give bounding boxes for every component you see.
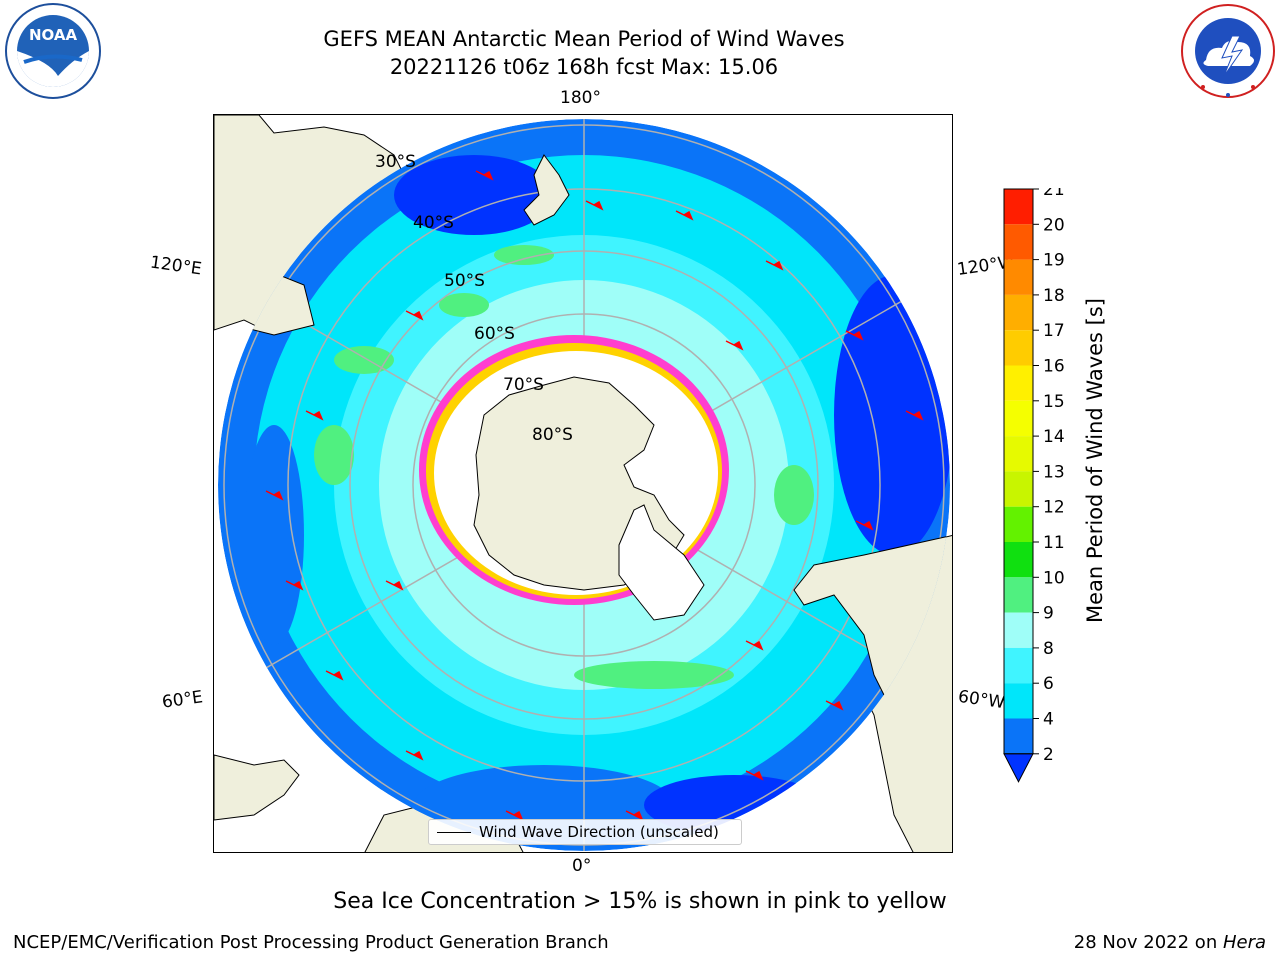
colorbar-tick-label: 13 — [1043, 462, 1065, 482]
colorbar-tick-label: 21 — [1043, 188, 1065, 200]
colorbar-bin — [1004, 294, 1033, 331]
colorbar-bin — [1004, 577, 1033, 613]
colorbar-tick-label: 15 — [1043, 392, 1065, 412]
colorbar-tick-label: 17 — [1043, 321, 1065, 341]
footer-host: Hera — [1222, 932, 1266, 953]
colorbar-bin — [1004, 506, 1033, 542]
map-legend: Wind Wave Direction (unscaled) — [428, 819, 742, 845]
colorbar-bin — [1004, 365, 1033, 401]
lat-label-70s: 70°S — [503, 375, 544, 395]
colorbar-bin — [1004, 647, 1033, 684]
lon-label-120e: 120°E — [148, 252, 203, 280]
colorbar-tick-label: 8 — [1043, 639, 1054, 659]
nws-logo — [1181, 4, 1275, 98]
lon-label-180: 180° — [560, 88, 601, 108]
footer-date: 28 Nov 2022 on Hera — [1074, 932, 1266, 953]
colorbar-tick-label: 9 — [1043, 604, 1054, 624]
noaa-logo-text: NOAA — [29, 26, 78, 44]
colorbar-tick-label: 12 — [1043, 498, 1065, 518]
ice-note: Sea Ice Concentration > 15% is shown in … — [333, 889, 947, 914]
colorbar-bin — [1004, 683, 1033, 719]
lat-label-40s: 40°S — [413, 213, 454, 233]
colorbar-bin — [1004, 189, 1033, 225]
colorbar-tick-label: 20 — [1043, 215, 1065, 235]
footer-date-text: 28 Nov 2022 on — [1073, 932, 1223, 953]
colorbar-bin — [1004, 400, 1033, 437]
colorbar-tick-label: 2 — [1043, 745, 1054, 765]
colorbar-bin — [1004, 330, 1033, 366]
colorbar-bin — [1004, 471, 1033, 507]
colorbar-tick-label: 11 — [1043, 533, 1065, 553]
lat-label-80s: 80°S — [532, 425, 573, 445]
chart-title: GEFS MEAN Antarctic Mean Period of Wind … — [323, 27, 845, 51]
lat-label-50s: 50°S — [444, 271, 485, 291]
colorbar-bin — [1004, 259, 1033, 295]
lon-label-60w: 60°W — [956, 686, 1007, 714]
lon-label-60e: 60°E — [160, 687, 205, 713]
colorbar-tick-label: 4 — [1043, 710, 1054, 730]
wind-wave-arrows — [265, 170, 924, 821]
lat-label-60s: 60°S — [474, 324, 515, 344]
colorbar-tick-label: 18 — [1043, 286, 1065, 306]
colorbar-tick-label: 6 — [1043, 674, 1054, 694]
colorbar-bin — [1004, 612, 1033, 648]
colorbar-tick-label: 16 — [1043, 357, 1065, 377]
colorbar-bin — [1004, 436, 1033, 472]
colorbar-under-arrow — [1003, 753, 1034, 783]
chart-subtitle: 20221126 t06z 168h fcst Max: 15.06 — [389, 55, 779, 79]
polar-map — [213, 114, 953, 853]
noaa-logo: NOAA — [5, 3, 101, 99]
colorbar-tick-label: 10 — [1043, 568, 1065, 588]
colorbar-tick-label: 19 — [1043, 251, 1065, 271]
lon-label-0: 0° — [572, 856, 592, 876]
lat-label-30s: 30°S — [375, 152, 416, 172]
map-canvas — [214, 115, 952, 852]
colorbar-bin — [1004, 542, 1033, 578]
colorbar-bin — [1004, 718, 1033, 754]
footer-branch: NCEP/EMC/Verification Post Processing Pr… — [13, 932, 609, 953]
colorbar-label: Mean Period of Wind Waves [s] — [1083, 298, 1107, 623]
colorbar: 2 4 6 8 9 10 11 12 13 14 15 16 17 18 19 20 21 — [1003, 188, 1065, 783]
legend-label: Wind Wave Direction (unscaled) — [479, 823, 719, 841]
colorbar-bin — [1004, 224, 1033, 260]
colorbar-tick-label: 14 — [1043, 427, 1065, 447]
legend-line-swatch — [437, 831, 471, 833]
